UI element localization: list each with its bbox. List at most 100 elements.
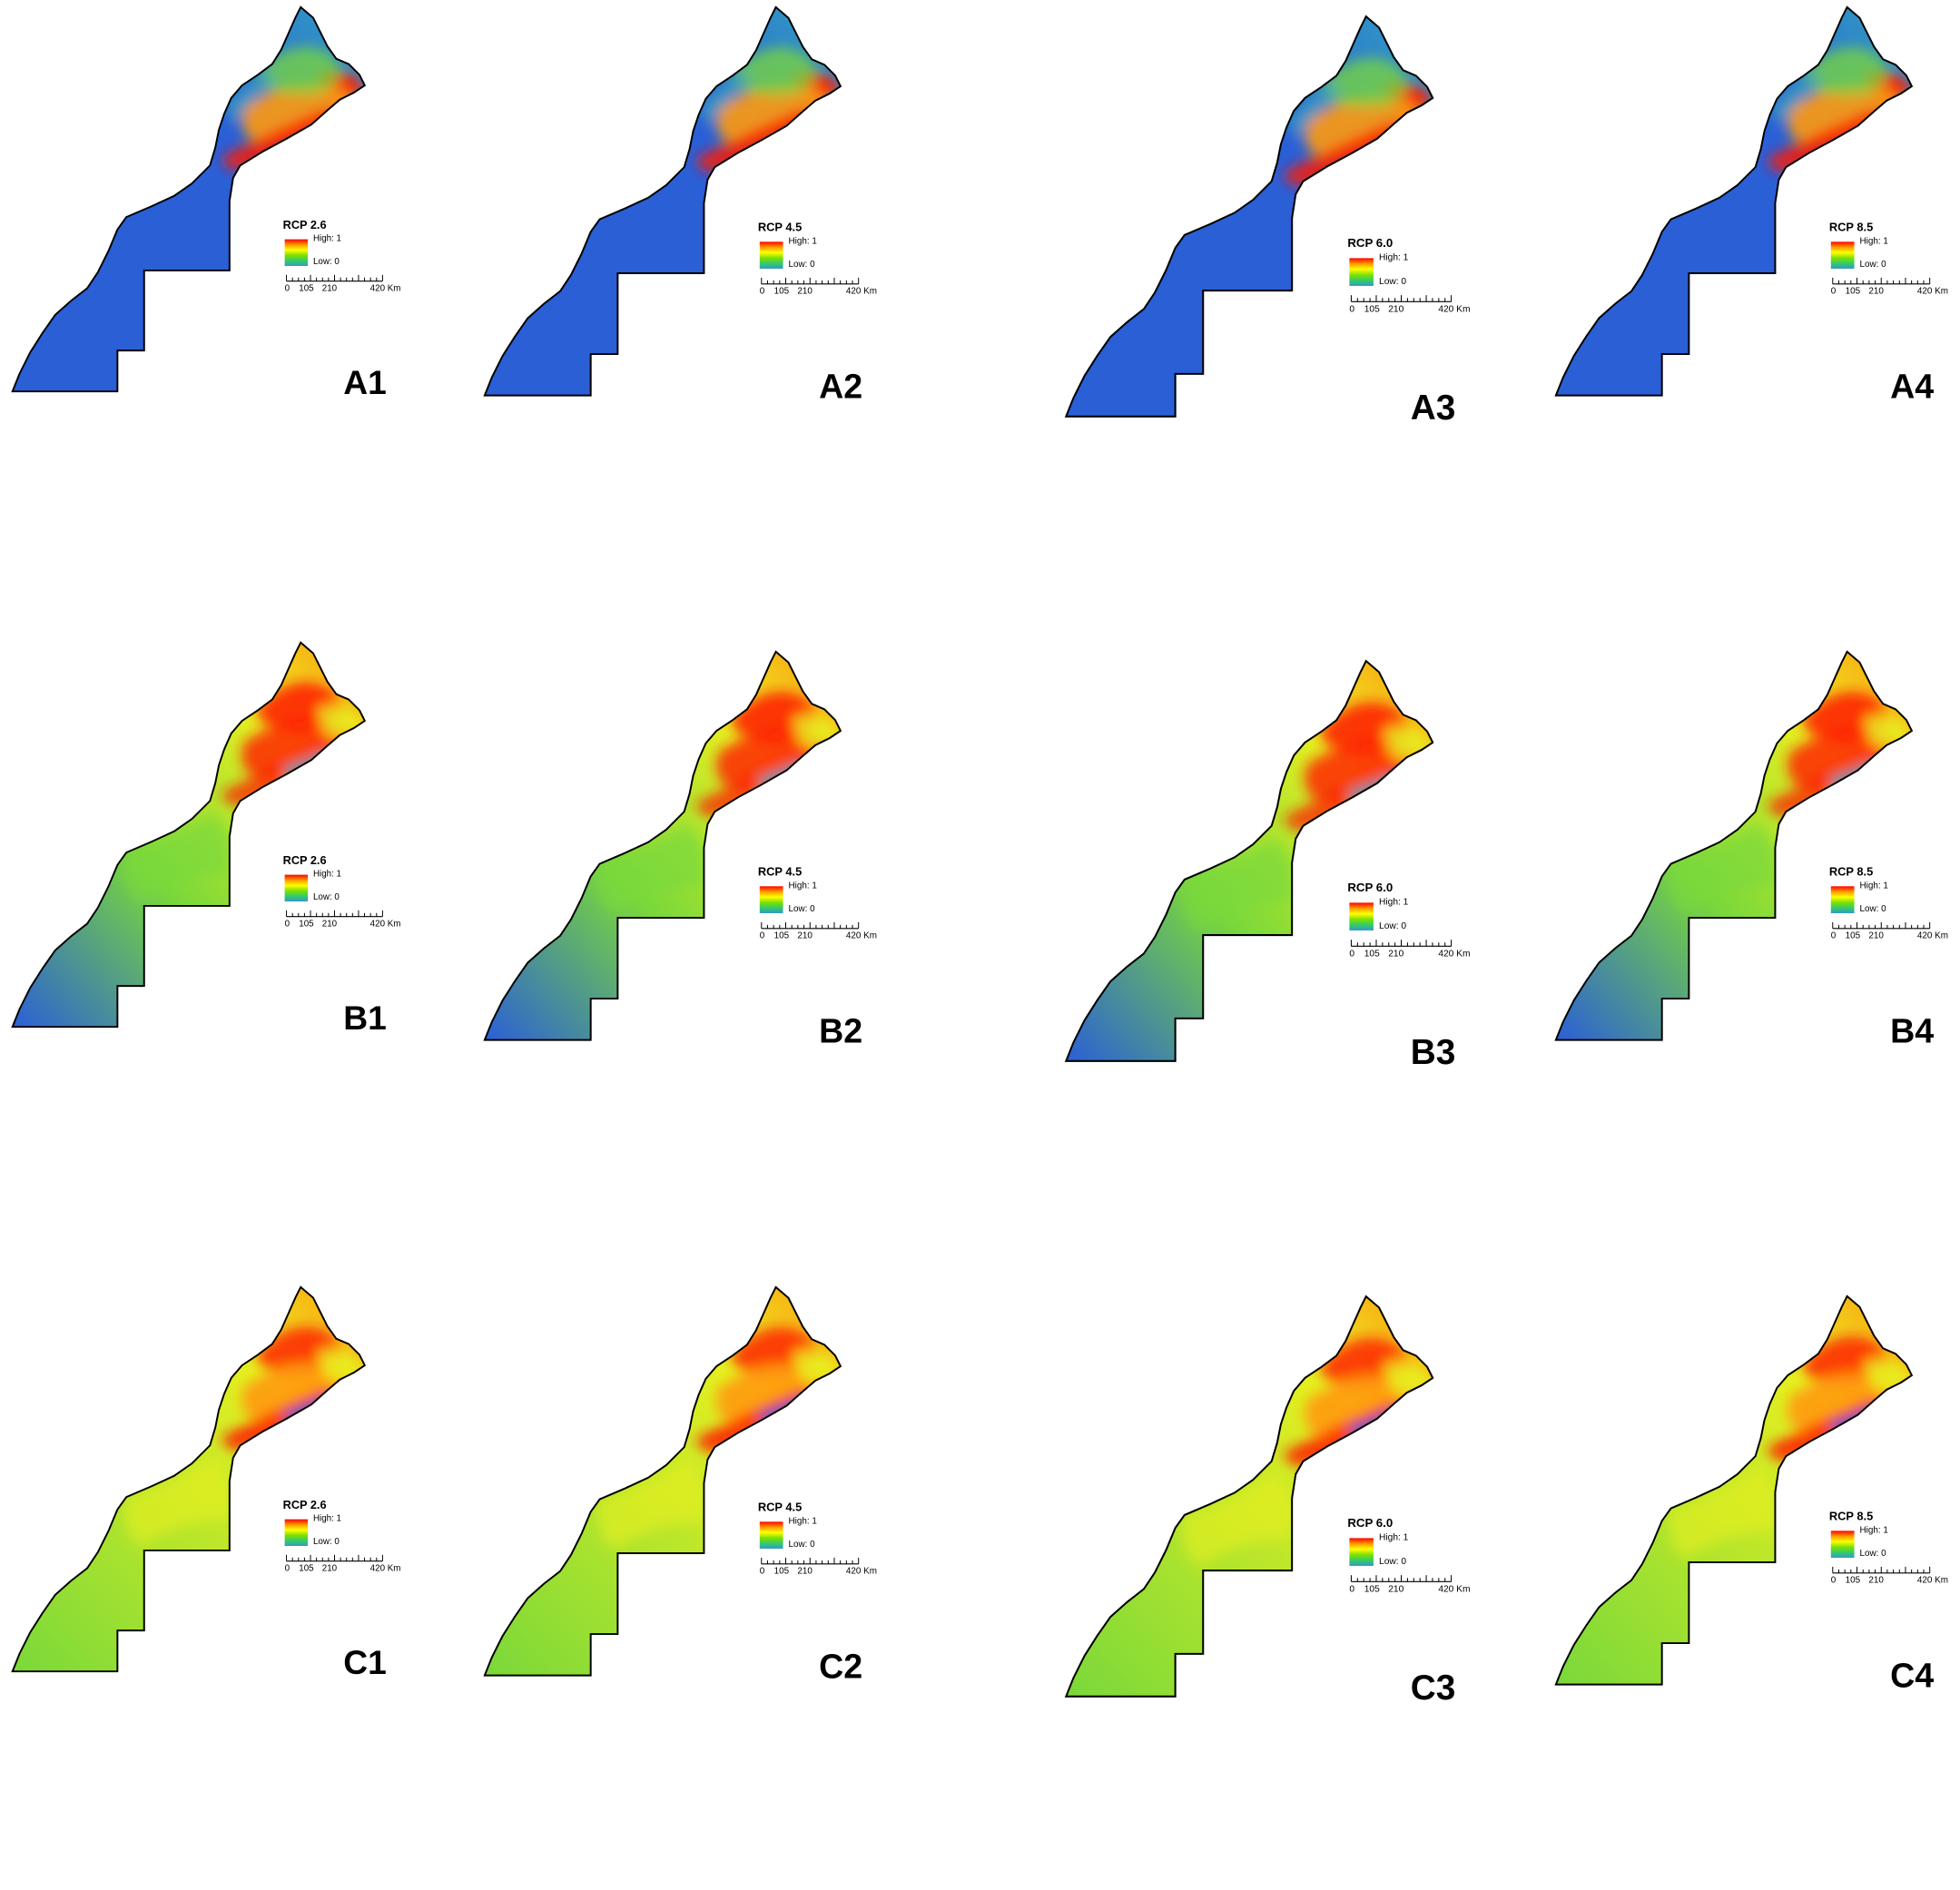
map-legend: RCP 6.0 High: 1 Low: 0 0 105 210 420 Km [1347, 236, 1477, 329]
map-panel-c4: RCP 8.5 High: 1 Low: 0 0 105 210 420 Km C4 [1543, 1289, 1960, 1873]
suitability-region [241, 1363, 352, 1422]
legend-low-label: Low: 0 [1379, 276, 1407, 287]
scale-label: 210 [797, 930, 813, 941]
scale-end-label: 420 Km [1916, 1575, 1948, 1586]
scale-bar [286, 274, 383, 282]
map-legend: RCP 4.5 High: 1 Low: 0 0 105 210 420 Km [758, 1501, 884, 1590]
suitability-region [222, 107, 339, 171]
suitability-region [257, 682, 340, 730]
suitability-region [1768, 72, 1822, 126]
scale-label: 210 [1388, 1584, 1404, 1595]
scale-end-label: 420 Km [369, 919, 401, 930]
legend-high-label: High: 1 [788, 881, 817, 891]
panel-label: B2 [819, 1012, 863, 1051]
scale-label: 210 [321, 1563, 338, 1574]
scale-label: 0 [759, 930, 765, 941]
suitability-region [716, 1364, 828, 1424]
suitability-region [1320, 57, 1407, 108]
legend-low-label: Low: 0 [1859, 904, 1886, 914]
map-legend: RCP 4.5 High: 1 Low: 0 0 105 210 420 Km [758, 865, 884, 955]
suitability-region [1803, 692, 1887, 740]
suitability-map [1554, 1294, 1914, 1686]
suitability-region [1803, 1336, 1887, 1384]
map-panel-a3: RCP 6.0 High: 1 Low: 0 0 105 210 420 Km A3 [1053, 9, 1553, 610]
country-outline [1554, 1294, 1914, 1686]
suitability-region [241, 719, 352, 778]
legend-high-label: High: 1 [1379, 897, 1409, 908]
scale-bar [1350, 940, 1453, 947]
panel-label: C1 [343, 1644, 387, 1682]
map-panel-c3: RCP 6.0 High: 1 Low: 0 0 105 210 420 Km C3 [1053, 1289, 1553, 1890]
legend-high-label: High: 1 [1859, 236, 1888, 247]
scale-label: 0 [1349, 304, 1355, 315]
panel-label: A2 [819, 368, 863, 407]
scale-label: 210 [1388, 304, 1404, 315]
suitability-map [11, 641, 367, 1029]
country-outline [11, 5, 367, 393]
scale-label: 105 [1845, 930, 1861, 941]
panel-label: B1 [343, 999, 387, 1038]
legend-rcp-title: RCP 4.5 [757, 220, 803, 234]
scale-end-label: 420 Km [369, 1563, 401, 1574]
scale-label: 210 [1388, 949, 1404, 960]
scale-label: 105 [773, 286, 790, 297]
legend-rcp-title: RCP 6.0 [1347, 880, 1394, 895]
panel-label: C2 [819, 1648, 863, 1687]
map-panel-c2: RCP 4.5 High: 1 Low: 0 0 105 210 420 Km C2 [472, 1280, 958, 1864]
suitability-region [1305, 96, 1420, 158]
scale-label: 105 [299, 283, 314, 294]
suitability-map [1554, 650, 1914, 1041]
map-panel-b4: RCP 8.5 High: 1 Low: 0 0 105 210 420 Km B4 [1543, 645, 1960, 1228]
suitability-region [1182, 839, 1293, 931]
scale-label: 210 [1868, 1575, 1884, 1586]
legend-high-label: High: 1 [788, 236, 817, 247]
suitability-region [1305, 1376, 1420, 1438]
suitability-region [1285, 83, 1341, 139]
suitability-region [1768, 109, 1886, 172]
suitability-region [1305, 741, 1420, 802]
scale-label: 210 [797, 286, 813, 297]
legend-color-ramp [284, 874, 309, 902]
suitability-map [11, 5, 367, 393]
legend-rcp-title: RCP 2.6 [282, 853, 327, 867]
suitability-region [1320, 1337, 1407, 1388]
scale-bar [1832, 921, 1931, 930]
legend-rcp-title: RCP 2.6 [282, 1498, 327, 1511]
suitability-region [597, 1460, 704, 1550]
legend-color-ramp [284, 1519, 309, 1547]
scale-end-label: 420 Km [845, 286, 877, 297]
suitability-region [1320, 702, 1407, 753]
suitability-region [1182, 1474, 1293, 1567]
scale-bar [761, 277, 860, 285]
scale-label: 105 [1364, 1584, 1380, 1595]
legend-low-label: Low: 0 [1379, 1556, 1407, 1567]
legend-color-ramp [1349, 1538, 1374, 1566]
legend-low-label: Low: 0 [1859, 260, 1886, 270]
legend-rcp-title: RCP 4.5 [757, 864, 803, 879]
panel-label: C3 [1410, 1669, 1456, 1708]
suitability-region [1788, 84, 1899, 144]
scale-label: 105 [299, 1563, 314, 1574]
scale-label: 0 [284, 283, 291, 294]
legend-low-label: Low: 0 [312, 1537, 340, 1547]
suitability-region [696, 109, 814, 172]
legend-rcp-title: RCP 8.5 [1828, 864, 1874, 879]
legend-high-label: High: 1 [1379, 1532, 1409, 1543]
panel-label: A3 [1410, 389, 1456, 428]
suitability-region [1803, 47, 1887, 95]
suitability-map [483, 1285, 842, 1677]
map-panel-b2: RCP 4.5 High: 1 Low: 0 0 105 210 420 Km B2 [472, 645, 958, 1228]
map-legend: RCP 8.5 High: 1 Low: 0 0 105 210 420 Km [1829, 1510, 1955, 1600]
map-figure-grid: RCP 2.6 High: 1 Low: 0 0 105 210 420 Km A1 RCP 4… [11, 5, 1960, 1708]
suitability-region [1669, 824, 1776, 914]
scale-label: 210 [1868, 286, 1884, 297]
scale-end-label: 420 Km [845, 1566, 877, 1577]
scale-label: 0 [759, 286, 765, 297]
suitability-region [597, 824, 704, 914]
legend-color-ramp [1830, 886, 1855, 914]
scale-bar [1832, 1566, 1931, 1574]
scale-label: 105 [299, 919, 314, 930]
legend-low-label: Low: 0 [788, 1540, 815, 1550]
legend-low-label: Low: 0 [1859, 1549, 1886, 1559]
legend-color-ramp [284, 239, 309, 267]
